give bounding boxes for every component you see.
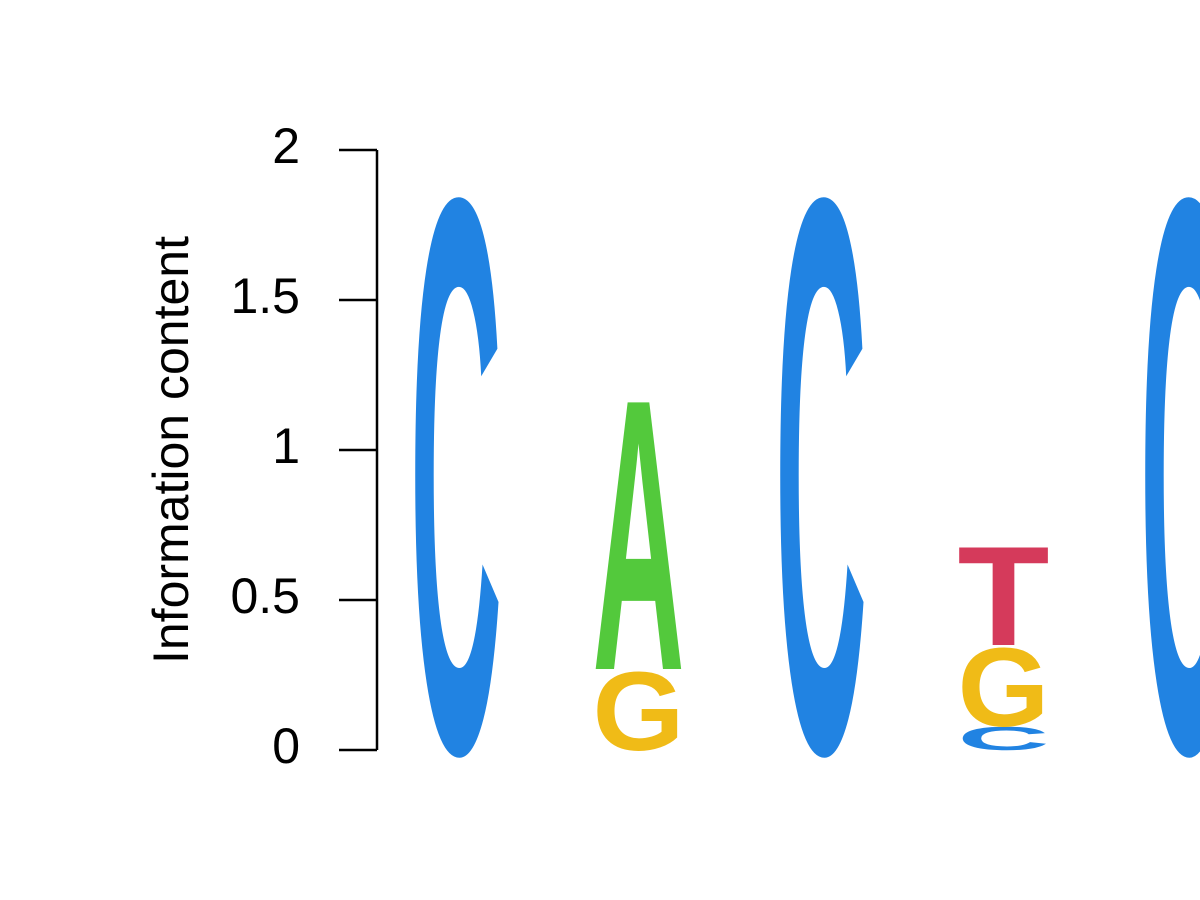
logo-column: GA (593, 320, 685, 775)
logo-letter-g: G (593, 650, 685, 775)
y-tick-label: 0 (272, 718, 300, 774)
y-axis-ticks: 0 0.5 1 1.5 2 (230, 118, 377, 774)
logo-letter-a: A (593, 320, 685, 753)
y-tick-label: 0.5 (230, 568, 300, 624)
logo-letter-c: C (1140, 35, 1200, 900)
y-tick-label: 1.5 (230, 268, 300, 324)
logo-letter-c: C (775, 35, 867, 900)
logo-letters: CGACCGTCTG (410, 35, 1200, 900)
logo-letter-t: T (958, 517, 1050, 675)
logo-letter-g: G (958, 626, 1050, 751)
logo-letter-c: C (957, 720, 1049, 757)
logo-column: C (410, 35, 502, 900)
y-axis: 0 0.5 1 1.5 2 (230, 118, 379, 774)
y-tick-label: 1 (272, 418, 300, 474)
logo-letter-c: C (410, 35, 502, 900)
logo-column: C (1140, 35, 1200, 900)
y-tick-label: 2 (272, 118, 300, 174)
y-axis-title: Information content (143, 236, 199, 664)
logo-column: C (775, 35, 867, 900)
logo-column: CGT (957, 517, 1049, 757)
